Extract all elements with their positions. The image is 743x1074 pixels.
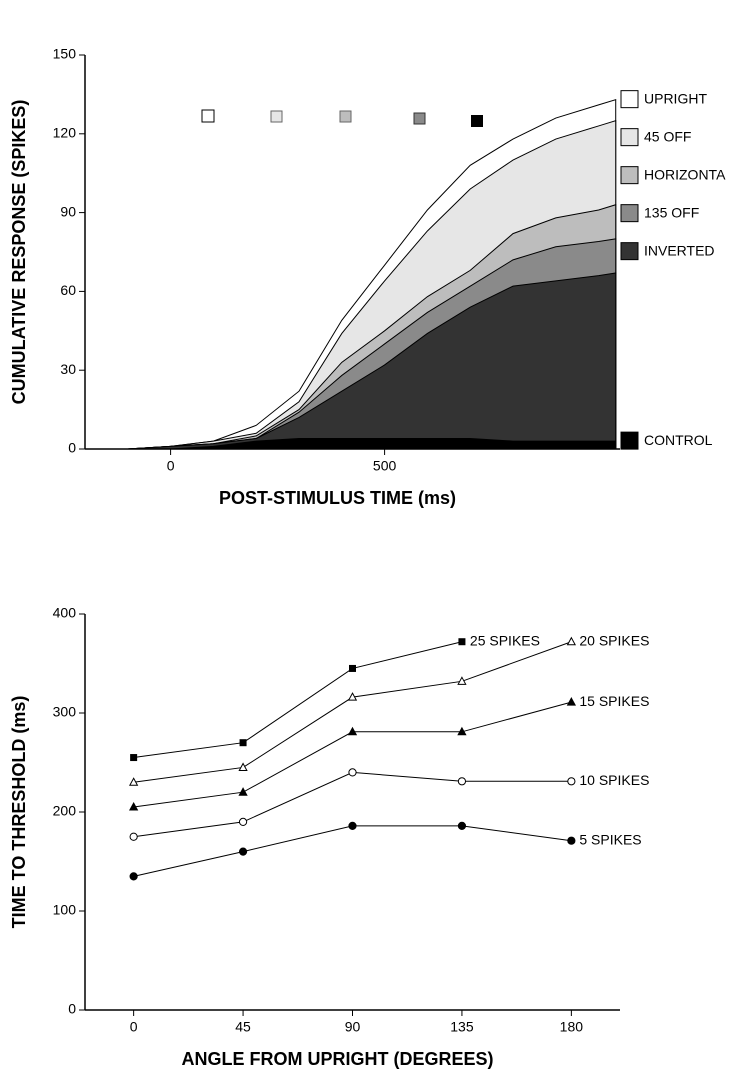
y-tick-label: 60 (60, 282, 76, 298)
legend-swatch (620, 431, 639, 450)
y-tick-label: 100 (53, 902, 77, 918)
legend-label: INVERTED (644, 242, 715, 258)
y-axis-title: CUMULATIVE RESPONSE (SPIKES) (9, 100, 29, 405)
series-label: 5 SPIKES (579, 831, 641, 847)
y-tick-label: 400 (53, 605, 77, 621)
x-tick-label: 45 (235, 1019, 251, 1035)
x-axis-title: ANGLE FROM UPRIGHT (DEGREES) (181, 1049, 493, 1069)
x-tick-label: 90 (345, 1019, 361, 1035)
marker (238, 787, 248, 796)
series-label: 10 SPIKES (579, 772, 649, 788)
marker (457, 726, 467, 736)
key-square (270, 110, 283, 123)
marker (566, 636, 577, 646)
series-line (133, 641, 572, 783)
y-tick-label: 300 (53, 704, 77, 720)
series-label: 20 SPIKES (579, 632, 649, 648)
series-label: 25 SPIKES (470, 632, 540, 648)
marker (348, 768, 357, 777)
marker (567, 836, 576, 845)
marker (348, 821, 357, 830)
orientation-keys (201, 109, 483, 127)
legend-swatch (620, 166, 639, 185)
legend-swatch (620, 204, 639, 223)
legend-swatch (620, 128, 639, 147)
x-tick-label: 0 (167, 458, 175, 474)
marker (457, 777, 467, 786)
area (85, 272, 617, 450)
marker (457, 821, 467, 830)
x-tick-label: 500 (373, 458, 397, 474)
y-tick-label: 200 (53, 803, 77, 819)
legend-label: 135 OFF (644, 204, 699, 220)
x-tick-label: 180 (560, 1019, 584, 1035)
y-tick-label: 30 (60, 361, 76, 377)
marker (567, 777, 576, 786)
y-tick-label: 90 (60, 203, 76, 219)
marker (347, 692, 358, 701)
series-line (133, 825, 572, 877)
key-square (413, 112, 426, 125)
y-tick-label: 0 (68, 440, 76, 456)
key-square (471, 115, 483, 127)
y-tick-label: 120 (53, 125, 77, 141)
x-tick-label: 0 (130, 1019, 138, 1035)
marker (238, 762, 248, 771)
series-line (133, 701, 572, 808)
key-square (201, 109, 215, 123)
series-label: 15 SPIKES (579, 693, 649, 709)
y-axis-title: TIME TO THRESHOLD (ms) (9, 696, 29, 929)
marker (238, 817, 248, 827)
marker (129, 872, 138, 881)
legend-label: UPRIGHT (644, 90, 707, 106)
x-tick-label: 135 (450, 1019, 474, 1035)
marker (130, 754, 138, 762)
legend-swatch (620, 90, 639, 109)
key-square (339, 110, 352, 123)
marker (566, 697, 577, 706)
y-tick-label: 150 (53, 46, 77, 62)
marker (238, 847, 248, 856)
marker (349, 664, 356, 672)
legend-swatch (620, 242, 639, 261)
legend-label: CONTROL (644, 432, 713, 448)
marker (128, 777, 139, 786)
series-line (133, 641, 463, 759)
x-axis-title: POST-STIMULUS TIME (ms) (219, 488, 456, 508)
marker (239, 739, 247, 747)
marker (129, 832, 138, 841)
y-tick-label: 0 (68, 1001, 76, 1017)
marker (457, 676, 467, 685)
area (85, 437, 617, 450)
marker (347, 726, 358, 736)
marker (128, 802, 139, 811)
marker (458, 638, 466, 646)
legend-label: HORIZONTA (644, 166, 726, 182)
legend-label: 45 OFF (644, 128, 691, 144)
